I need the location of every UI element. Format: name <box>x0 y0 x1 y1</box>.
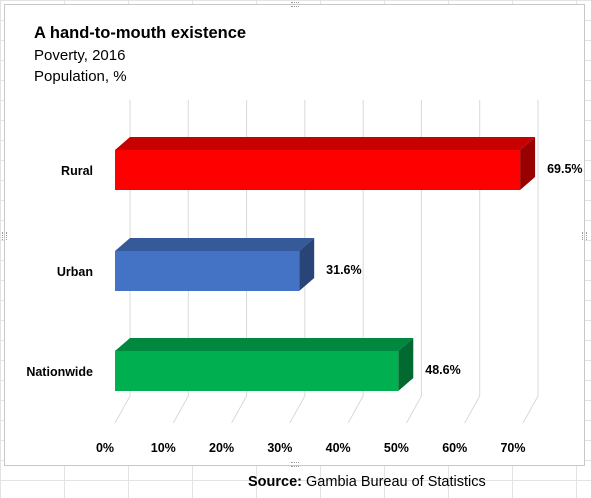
chart-subtitle: Poverty, 2016 <box>34 47 126 64</box>
resize-handle-top[interactable] <box>291 2 299 7</box>
chart-title: A hand-to-mouth existence <box>34 24 247 42</box>
source-note: Source: Gambia Bureau of Statistics <box>248 474 486 490</box>
bar <box>115 351 399 391</box>
source-label: Source: <box>248 474 302 490</box>
gridline-floor <box>347 395 364 424</box>
data-label: 69.5% <box>547 162 582 176</box>
x-tick-label: 0% <box>96 441 114 455</box>
gridline-floor <box>405 395 422 424</box>
gridline-floor <box>522 395 539 424</box>
data-label: 31.6% <box>326 263 361 277</box>
source-text: Gambia Bureau of Statistics <box>302 474 486 490</box>
category-label: Urban <box>57 265 93 279</box>
resize-handle-right[interactable] <box>582 232 587 240</box>
bar-top-face <box>115 338 414 351</box>
x-tick-label: 40% <box>326 441 351 455</box>
category-label: Rural <box>61 164 93 178</box>
gridline-floor <box>289 395 306 424</box>
chart-unit-line: Population, % <box>34 68 127 85</box>
resize-handle-left[interactable] <box>2 232 7 240</box>
gridline-floor <box>231 395 248 424</box>
x-tick-label: 60% <box>442 441 467 455</box>
x-tick-label: 50% <box>384 441 409 455</box>
data-label: 48.6% <box>425 363 460 377</box>
bar-top-face <box>115 238 315 251</box>
bar <box>115 150 521 190</box>
bar-side-face <box>398 338 414 391</box>
x-tick-label: 30% <box>267 441 292 455</box>
bar-top-face <box>115 137 536 150</box>
gridline-floor <box>114 395 131 424</box>
resize-handle-bottom[interactable] <box>291 462 299 467</box>
gridline-floor <box>464 395 481 424</box>
bar-side-face <box>520 137 536 190</box>
category-label: Nationwide <box>26 365 93 379</box>
x-tick-label: 10% <box>151 441 176 455</box>
x-tick-label: 70% <box>500 441 525 455</box>
bar <box>115 251 300 291</box>
x-tick-label: 20% <box>209 441 234 455</box>
gridline-floor <box>172 395 189 424</box>
bar-side-face <box>299 238 315 291</box>
